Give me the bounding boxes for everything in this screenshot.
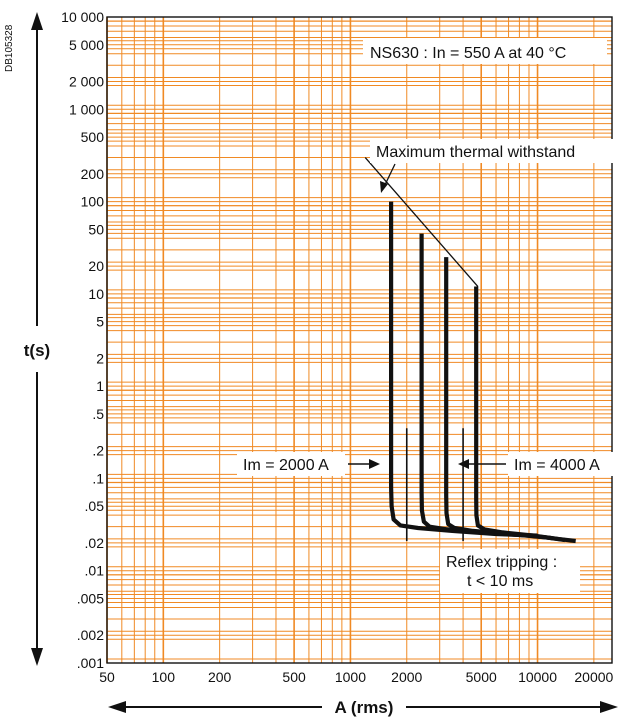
y-tick-label: 20	[88, 258, 104, 274]
x-tick-label: 20000	[574, 669, 613, 685]
im-high-arrow-icon	[458, 459, 469, 469]
arrow-left-icon	[108, 701, 126, 713]
y-tick-label: 100	[81, 194, 105, 210]
thermal-label-box	[370, 139, 614, 163]
y-tick-label: 200	[81, 166, 105, 182]
y-tick-label: .1	[92, 470, 104, 486]
thermal-arrow-icon	[380, 181, 388, 193]
y-tick-label: 1	[96, 378, 104, 394]
y-tick-label: 10	[88, 286, 104, 302]
arrow-down-icon	[31, 648, 43, 666]
im-high-box	[508, 452, 616, 476]
rating-box	[363, 38, 607, 64]
plot-frame	[106, 16, 613, 664]
trip-curves	[389, 201, 576, 544]
reflex-label-line2: t < 10 ms	[467, 573, 533, 590]
y-axis-label: t(s)	[24, 341, 50, 360]
x-tick-label: 2000	[391, 669, 422, 685]
x-tick-label: 1000	[335, 669, 366, 685]
y-tick-label: .001	[77, 655, 104, 671]
arrow-right-icon	[600, 701, 618, 713]
y-tick-label: .2	[92, 443, 104, 459]
y-tick-label: .005	[77, 590, 104, 606]
im-high-label: Im = 4000 A	[514, 457, 600, 474]
y-tick-label: .5	[92, 406, 104, 422]
y-tick-label: 10 000	[61, 9, 104, 25]
tick-labels: 10 000 5 000 2 000 1 000 500 200 100 50 20 10 5 2 1.…	[61, 9, 613, 685]
x-axis-label: A (rms)	[335, 698, 394, 717]
im-low-arrow-icon	[369, 459, 380, 469]
rating-annotation: NS630 : In = 550 A at 40 °C	[370, 45, 566, 62]
x-tick-label: 5000	[466, 669, 497, 685]
y-tick-label: .05	[85, 498, 105, 514]
im-low-label: Im = 2000 A	[243, 457, 329, 474]
y-tick-label: 5 000	[69, 37, 104, 53]
thermal-label: Maximum thermal withstand	[376, 144, 575, 161]
trip-curve-1	[389, 201, 538, 538]
reflex-label-line1: Reflex tripping :	[446, 554, 557, 571]
y-tick-label: .02	[85, 535, 105, 551]
im-low-box	[237, 452, 345, 476]
x-tick-label: 500	[282, 669, 306, 685]
arrow-up-icon	[31, 12, 43, 30]
trip-curve-4	[474, 286, 576, 544]
trip-curve-3	[444, 257, 566, 543]
x-tick-label: 50	[99, 669, 115, 685]
document-id: DB105328	[4, 24, 15, 72]
x-tick-label: 10000	[518, 669, 557, 685]
thermal-withstand-line	[364, 157, 479, 287]
y-tick-label: 2 000	[69, 74, 104, 90]
x-tick-label: 100	[152, 669, 176, 685]
reflex-box	[440, 549, 580, 593]
y-tick-label: 500	[81, 129, 105, 145]
x-tick-label: 200	[208, 669, 232, 685]
y-tick-label: 5	[96, 314, 104, 330]
y-tick-label: .002	[77, 627, 104, 643]
y-tick-label: 1 000	[69, 101, 104, 117]
y-tick-label: 50	[88, 221, 104, 237]
y-tick-label: .01	[85, 563, 105, 579]
y-tick-label: 2	[96, 350, 104, 366]
